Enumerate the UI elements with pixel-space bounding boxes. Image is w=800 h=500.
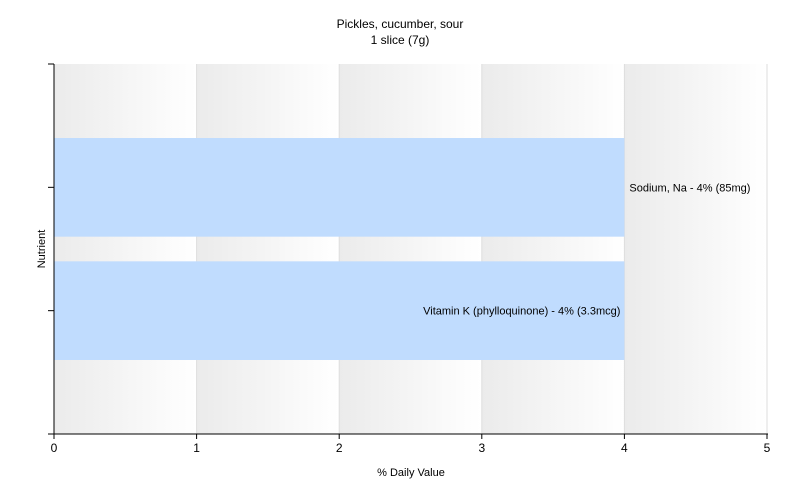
chart-subtitle: 1 slice (7g) [370, 33, 430, 47]
x-tick-label: 5 [764, 441, 771, 455]
x-tick-label: 1 [193, 441, 200, 455]
x-tick-label: 3 [478, 441, 485, 455]
axes: 0 1 2 3 4 5 [48, 63, 771, 455]
plot-band [624, 64, 767, 434]
plot-band [54, 64, 197, 434]
x-tick-label: 0 [51, 441, 58, 455]
plot-background [54, 64, 767, 434]
plot-band [196, 64, 340, 434]
bar-label: Sodium, Na - 4% (85mg) [629, 182, 750, 194]
plot-band [339, 64, 482, 434]
chart-title: Pickles, cucumber, sour [336, 17, 464, 31]
y-axis-title: Nutrient [36, 230, 48, 269]
bar [54, 261, 625, 360]
bar-label: Vitamin K (phylloquinone) - 4% (3.3mcg) [423, 306, 620, 318]
plot-band [481, 64, 625, 434]
bar [54, 138, 625, 237]
x-tick-label: 2 [336, 441, 343, 455]
x-axis-title: % Daily Value [377, 467, 445, 479]
bars: Sodium, Na - 4% (85mg) Vitamin K (phylloq… [54, 138, 750, 360]
x-tick-label: 4 [621, 441, 628, 455]
